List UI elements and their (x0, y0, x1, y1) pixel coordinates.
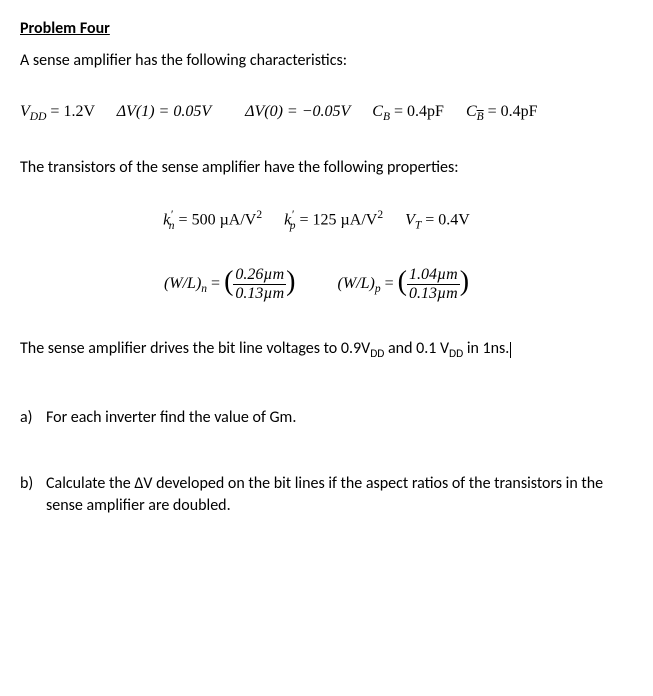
given-equations-wl: (W/L)n = (0.26µm0.13µm) (W/L)p = (1.04µm… (0, 266, 633, 302)
question-list: a) For each inverter find the value of G… (20, 407, 633, 518)
problem-title: Problem Four (20, 18, 633, 40)
question-b-text: Calculate the ΔV developed on the bit li… (46, 474, 603, 515)
para-transistor-props: The transistors of the sense amplifier h… (20, 157, 633, 179)
given-equations-1: VDD = 1.2V ΔV(1) = 0.05V ΔV(0) = −0.05V … (20, 101, 633, 125)
intro-text: A sense amplifier has the following char… (20, 50, 633, 72)
text-cursor (510, 342, 511, 358)
question-b-label: b) (20, 473, 33, 495)
para-drive: The sense amplifier drives the bit line … (20, 338, 633, 362)
question-b: b) Calculate the ΔV developed on the bit… (46, 473, 633, 518)
question-a-text: For each inverter find the value of Gm. (46, 408, 296, 427)
question-a-label: a) (20, 407, 33, 429)
given-equations-2: k′n = 500 µA/V2 k′p = 125 µA/V2 VT = 0.4… (0, 207, 633, 234)
question-a: a) For each inverter find the value of G… (46, 407, 633, 429)
